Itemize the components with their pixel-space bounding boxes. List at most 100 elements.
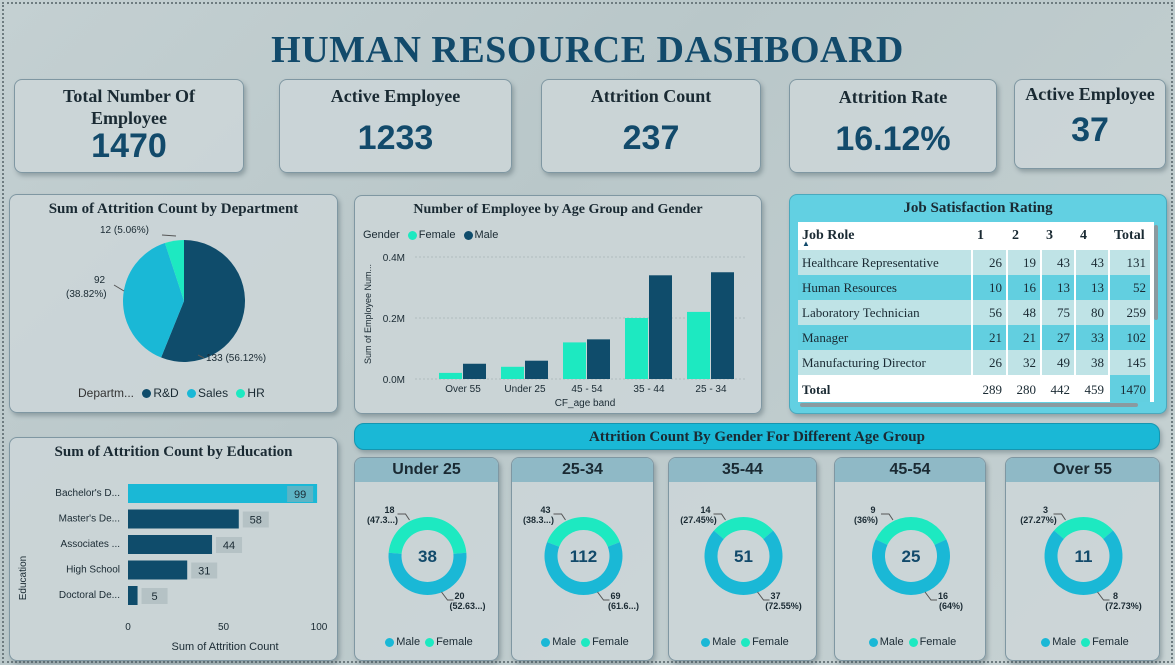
- gender-donut-card-under-25[interactable]: Under 25 38 18 (47.3...) 20 (52.63...) Male Fem…: [354, 457, 499, 661]
- department-pie-chart[interactable]: 133 (56.12%) 92 (38.82%) 12 (5.06%): [10, 223, 337, 393]
- donut-slice-female[interactable]: [875, 517, 947, 545]
- education-bar[interactable]: [128, 509, 239, 529]
- department-pie-panel[interactable]: Sum of Attrition Count by Department 133…: [9, 194, 338, 413]
- gender-donut-chart[interactable]: 38 18(47.3...) 20(52.63...): [355, 484, 498, 634]
- bar-male[interactable]: [525, 360, 548, 379]
- legend-item-female[interactable]: Female: [752, 636, 789, 648]
- education-bar[interactable]: [128, 560, 188, 580]
- bar-male[interactable]: [711, 272, 734, 379]
- legend-item-male[interactable]: Male: [879, 636, 904, 648]
- gender-donut-card-35-44[interactable]: 35-44 51 14 (27.45%) 37 (72.55%) Male Female: [668, 457, 817, 661]
- column-header-2[interactable]: 2: [1007, 222, 1042, 250]
- legend-item-male[interactable]: Male: [1052, 636, 1077, 648]
- column-header-1[interactable]: 1: [972, 222, 1008, 250]
- education-bar[interactable]: [128, 535, 213, 554]
- horizontal-scrollbar[interactable]: [800, 403, 1138, 407]
- donut-total: 25: [902, 547, 921, 566]
- leader-line: [1053, 513, 1066, 521]
- education-bar[interactable]: [128, 484, 318, 503]
- bar-female[interactable]: [439, 372, 462, 379]
- legend-item-female[interactable]: Female: [418, 229, 456, 241]
- male-pct-label: (61.6...): [608, 601, 639, 611]
- donut-total: 51: [734, 547, 753, 566]
- bar-female[interactable]: [687, 311, 710, 379]
- pie-slice-rd[interactable]: [161, 240, 246, 362]
- donut-slice-female[interactable]: [547, 517, 620, 547]
- job-role-cell: Healthcare Representative: [798, 250, 973, 275]
- bar-female[interactable]: [563, 342, 586, 379]
- gender-donut-card-over-55[interactable]: Over 55 11 3 (27.27%) 8 (72.73%) Male Female: [1005, 457, 1160, 661]
- donut-slice-female[interactable]: [713, 517, 774, 540]
- gender-donut-chart[interactable]: 11 3(27.27%) 8(72.73%): [1006, 484, 1159, 634]
- gender-donut-card-45-54[interactable]: 45-54 25 9 (36%) 16 (64%) Male Female: [834, 457, 986, 661]
- sort-asc-icon[interactable]: ▲: [802, 239, 810, 248]
- donut-slice-male[interactable]: [872, 539, 950, 595]
- table-row[interactable]: Laboratory Technician 56 48 75 80 259: [798, 300, 1152, 325]
- kpi-card-attrition-rate[interactable]: Attrition Rate 16.12%: [789, 79, 997, 173]
- legend-item-female[interactable]: Female: [436, 636, 473, 648]
- donut-slice-female[interactable]: [388, 517, 467, 554]
- legend-item-hr[interactable]: HR: [247, 386, 265, 400]
- kpi-value: 16.12%: [835, 120, 951, 158]
- gender-donut-chart[interactable]: 112 43(38.3...) 69(61.6...): [512, 484, 653, 634]
- education-bar[interactable]: [128, 586, 138, 605]
- legend-item-female[interactable]: Female: [919, 636, 957, 648]
- column-header-job-role[interactable]: Job Role ▲: [798, 222, 973, 250]
- bar-male[interactable]: [587, 339, 610, 379]
- x-tick-label: Over 55: [445, 384, 481, 395]
- education-bar-panel[interactable]: Sum of Attrition Count by Education Bach…: [9, 437, 338, 661]
- vertical-scrollbar[interactable]: [1154, 225, 1158, 320]
- rating-cell: 26: [972, 350, 1008, 375]
- column-header-total[interactable]: Total: [1109, 222, 1152, 250]
- data-label: 44: [223, 540, 235, 552]
- donut-slice-male[interactable]: [388, 552, 467, 595]
- donut-slice-male[interactable]: [1044, 530, 1123, 595]
- legend-item-male[interactable]: Male: [552, 636, 577, 648]
- kpi-card-attrition-count[interactable]: Attrition Count 237: [541, 79, 761, 173]
- gender-donut-chart[interactable]: 25 9(36%) 16(64%): [835, 484, 985, 634]
- pie-slice-hr[interactable]: [164, 240, 184, 301]
- table-row[interactable]: Human Resources 10 16 13 13 52: [798, 275, 1152, 300]
- age-gender-bar-chart[interactable]: 0.4M 0.2M 0.0M Sum of Employee Num... Over 5…: [355, 244, 761, 414]
- gender-donut-card-25-34[interactable]: 25-34 112 43 (38.3...) 69 (61.6...) Male Female: [511, 457, 654, 661]
- legend-item-female[interactable]: Female: [1092, 636, 1129, 648]
- x-tick-label: 25 - 34: [695, 384, 727, 395]
- legend-item-male[interactable]: Male: [396, 636, 421, 648]
- kpi-card-active-employee-2[interactable]: Active Employee 37: [1014, 79, 1166, 169]
- pie-slice-sales[interactable]: [123, 243, 184, 358]
- bar-male[interactable]: [463, 363, 486, 379]
- legend-item-male[interactable]: Male: [712, 636, 737, 648]
- donut-slice-male[interactable]: [544, 542, 623, 595]
- bar-male[interactable]: [649, 275, 672, 379]
- table-row[interactable]: Healthcare Representative 26 19 43 43 131: [798, 250, 1152, 275]
- column-header-4[interactable]: 4: [1075, 222, 1110, 250]
- legend-item-male[interactable]: Male: [474, 229, 499, 241]
- bar-female[interactable]: [625, 318, 648, 379]
- job-satisfaction-panel[interactable]: Job Satisfaction Rating Job Role ▲ 1 2 3 …: [789, 194, 1167, 414]
- legend-item-sales[interactable]: Sales: [198, 386, 229, 400]
- legend-dot-rd: [142, 389, 152, 399]
- column-header-3[interactable]: 3: [1041, 222, 1076, 250]
- kpi-card-active-employee[interactable]: Active Employee 1233: [279, 79, 512, 173]
- kpi-label: Active Employee: [330, 86, 461, 106]
- legend-item-rd[interactable]: R&D: [153, 386, 179, 400]
- donut-slice-male[interactable]: [704, 530, 783, 595]
- donut-slice-female[interactable]: [1054, 517, 1113, 539]
- legend-item-female[interactable]: Female: [592, 636, 629, 648]
- bar-female[interactable]: [501, 366, 524, 379]
- y-axis-label: Sum of Employee Num...: [363, 264, 373, 364]
- legend-dot-female: [741, 637, 751, 647]
- data-label: 31: [198, 566, 210, 578]
- gender-donut-chart[interactable]: 51 14(27.45%) 37(72.55%): [669, 484, 816, 634]
- data-label: 92: [94, 275, 106, 286]
- kpi-value: 1233: [357, 119, 434, 157]
- panel-title: Sum of Attrition Count by Department: [48, 201, 299, 217]
- table-row[interactable]: Manufacturing Director 26 32 49 38 145: [798, 350, 1152, 375]
- rating-cell: 21: [972, 325, 1008, 350]
- table-row[interactable]: Manager 21 21 27 33 102: [798, 325, 1152, 350]
- kpi-card-total-employees[interactable]: Total Number Of Employee 1470: [14, 79, 244, 173]
- female-pct-label: (27.45%): [680, 515, 717, 525]
- legend-dot-sales: [187, 389, 197, 399]
- age-gender-bar-panel[interactable]: Number of Employee by Age Group and Gend…: [354, 195, 762, 414]
- education-bar-chart[interactable]: Bachelor's D... 99 Master's De... 58 Associa…: [10, 468, 337, 660]
